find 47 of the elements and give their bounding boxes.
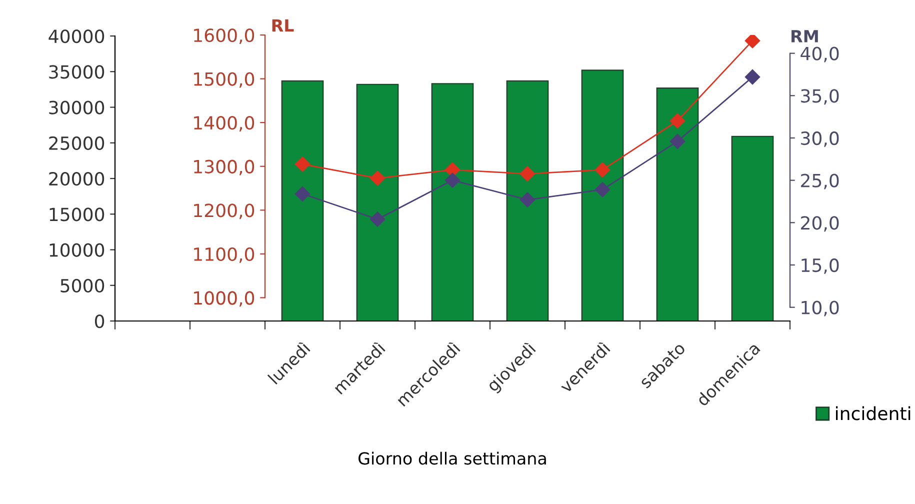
y3-tick-label: 35,0 — [801, 89, 839, 105]
y-tick-label: 40000 — [48, 29, 104, 44]
y-tick-label: 5000 — [60, 278, 104, 292]
y2-tick-label: 1600,0 — [194, 28, 254, 44]
point — [370, 170, 386, 186]
y2-tick-label: 1200,0 — [194, 204, 254, 220]
y3-tick-label: 10,0 — [802, 300, 839, 316]
y3-tick-label: 40,0 — [800, 46, 839, 62]
y3-tick-label: 30,0 — [801, 131, 839, 147]
point — [520, 166, 536, 182]
y-tick-label: 35000 — [49, 65, 104, 79]
y3-axis-title: RM — [792, 30, 818, 42]
bar — [431, 83, 474, 321]
x-axis-title: Giorno della settimana — [358, 452, 546, 465]
point — [594, 182, 610, 198]
y2-tick-label: 1000,0 — [194, 291, 254, 307]
y-tick-label: 25000 — [49, 136, 104, 150]
y2-tick-label: 1300,0 — [194, 160, 254, 176]
y-tick-label: 15000 — [50, 208, 104, 222]
bar — [506, 80, 549, 321]
y3-tick-label: 25,0 — [801, 174, 839, 190]
bar — [581, 70, 624, 321]
bar — [281, 80, 324, 321]
point — [744, 35, 760, 48]
y-tick-label: 30000 — [49, 100, 104, 114]
point — [744, 69, 760, 85]
y3-tick-label: 15,0 — [802, 258, 839, 274]
point — [670, 134, 686, 149]
point — [444, 172, 460, 188]
point — [594, 162, 610, 178]
legend-label: incidenti — [836, 406, 910, 420]
y3-tick-label: 20,0 — [801, 216, 839, 232]
bar — [731, 136, 774, 321]
y2-tick-label: 1500,0 — [194, 72, 254, 88]
y-tick-label: 10000 — [50, 243, 104, 257]
y-tick-label: 20000 — [49, 172, 104, 186]
y2-axis-title: RL — [272, 19, 294, 32]
y2-tick-label: 1400,0 — [194, 116, 254, 132]
y-tick-label: 0 — [94, 314, 104, 328]
point — [520, 192, 536, 208]
point — [294, 156, 310, 172]
y2-tick-label: 1100,0 — [194, 247, 254, 263]
point — [670, 113, 686, 128]
bar — [356, 84, 399, 321]
point — [370, 212, 386, 227]
point — [294, 186, 310, 202]
bar — [656, 87, 699, 321]
